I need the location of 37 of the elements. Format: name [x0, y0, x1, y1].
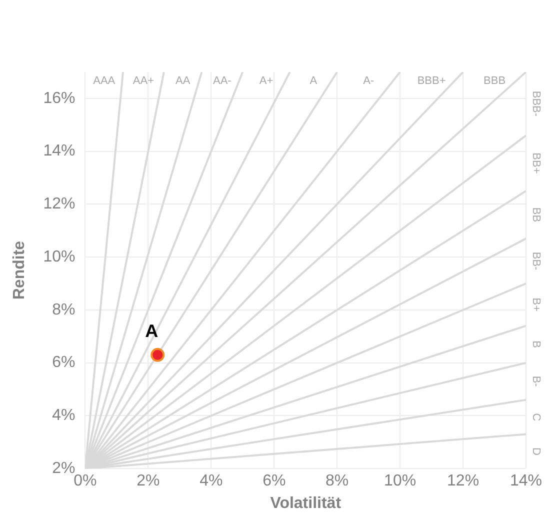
x-tick-label: 2% — [136, 472, 160, 490]
x-axis-title: Volatilität — [270, 494, 342, 512]
annotation: A+ — [259, 75, 274, 88]
y-tick-label: 12% — [43, 196, 76, 213]
annotation: BBB+ — [417, 75, 446, 88]
series-label: A — [145, 320, 158, 341]
text: C — [530, 413, 542, 422]
annotation: AAA — [93, 75, 116, 88]
y-tick-label: 10% — [43, 248, 76, 266]
x-tick-label: 4% — [200, 472, 223, 490]
x-tick-label: 8% — [326, 472, 349, 490]
text: D — [530, 447, 542, 456]
x-tick-label: 14% — [510, 472, 542, 490]
x-tick-label: 0% — [74, 472, 97, 490]
text: B — [530, 340, 542, 348]
y-tick-label: 16% — [43, 90, 76, 107]
text: BBB- — [530, 90, 542, 117]
text: BB+ — [530, 152, 542, 174]
y-tick-label: 6% — [52, 354, 76, 372]
y-tick-label: 4% — [52, 407, 76, 424]
text: B+ — [530, 298, 542, 312]
annotation: A — [310, 75, 318, 88]
annotation: AA- — [213, 75, 232, 88]
annotation: AA+ — [132, 75, 154, 88]
text: BB- — [530, 252, 542, 271]
x-tick-label: 10% — [384, 472, 416, 490]
y-tick-label: 2% — [52, 460, 76, 478]
x-tick-label: 6% — [262, 472, 286, 490]
y-tick-label: 8% — [52, 301, 76, 318]
y-tick-label: 14% — [43, 142, 76, 160]
text: B- — [530, 376, 542, 388]
annotation: A- — [363, 75, 374, 88]
annotation: AA — [175, 75, 191, 88]
y-axis-title: Rendite — [11, 240, 28, 300]
annotation: BBB — [484, 75, 506, 88]
x-tick-label: 12% — [447, 472, 480, 490]
text: BB — [530, 207, 542, 222]
